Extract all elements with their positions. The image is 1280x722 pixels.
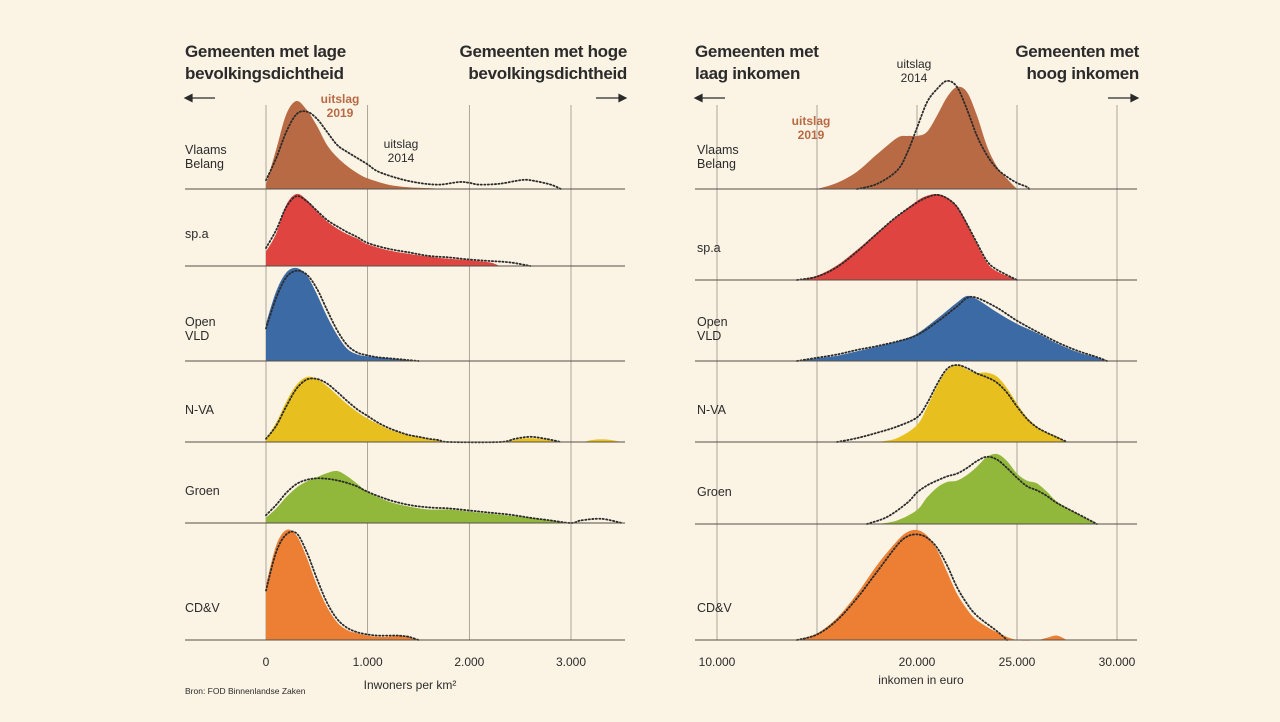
- line-2014: [836, 364, 1068, 443]
- party-label: VLD: [697, 329, 721, 343]
- gridlines: [265, 105, 572, 640]
- x-axis-label: Inwoners per km²: [364, 678, 457, 692]
- arrow-left-icon: [693, 93, 725, 103]
- party-label: Groen: [185, 484, 220, 498]
- annotation-2014-line1: uitslag: [897, 57, 932, 71]
- x-tick-label: 1.000: [353, 655, 383, 669]
- annotation-2019-line1: uitslag: [321, 92, 360, 106]
- party-label: CD&V: [697, 601, 732, 615]
- area-2019: [266, 100, 571, 190]
- annotation-2014-line1: uitslag: [384, 137, 419, 151]
- line-2014: [796, 295, 1108, 362]
- arrow-left-icon: [183, 93, 215, 103]
- line-2014: [856, 79, 1030, 190]
- series-sp-a: sp.a: [695, 193, 1137, 281]
- line-2014: [796, 533, 1008, 641]
- header-low-income-line2: laag inkomen: [695, 64, 800, 83]
- party-label: N-VA: [185, 403, 215, 417]
- party-label: Belang: [185, 157, 224, 171]
- annotation-2019-line2: 2019: [798, 128, 825, 142]
- x-tick-label: 10.000: [699, 655, 736, 669]
- series-groen: Groen: [695, 453, 1137, 525]
- party-label: Groen: [697, 485, 732, 499]
- annotation-2014-line2: 2014: [901, 71, 928, 85]
- annotation-2014-line2: 2014: [388, 151, 415, 165]
- arrow-right-icon: [596, 93, 628, 103]
- party-label: CD&V: [185, 601, 220, 615]
- x-tick-label: 0: [263, 655, 270, 669]
- party-label: N-VA: [697, 403, 727, 417]
- party-label: Vlaams: [185, 143, 227, 157]
- series-groen: Groen: [185, 470, 625, 524]
- area-2019: [797, 529, 1067, 641]
- series-cdenv: CD&V: [185, 529, 625, 641]
- x-tick-label: 25.000: [999, 655, 1036, 669]
- party-label: Open: [697, 315, 728, 329]
- gridlines: [716, 105, 1118, 640]
- header-high-income-line2: hoog inkomen: [1026, 64, 1139, 83]
- party-label: Vlaams: [697, 143, 739, 157]
- area-2019: [797, 193, 1017, 280]
- series-cdenv: CD&V: [695, 529, 1137, 641]
- annotation-2019-line1: uitslag: [792, 114, 831, 128]
- series-n-va: N-VA: [185, 376, 625, 444]
- area-2019: [797, 295, 1107, 361]
- header-high-income-line1: Gemeenten met: [1015, 42, 1139, 61]
- x-tick-label: 2.000: [454, 655, 484, 669]
- x-axis-label: inkomen in euro: [878, 673, 964, 687]
- header-low-income-line1: Gemeenten met: [695, 42, 819, 61]
- line-2014: [265, 530, 420, 641]
- line-2014: [265, 377, 562, 444]
- party-label: VLD: [185, 329, 209, 343]
- line-2014: [866, 455, 1098, 525]
- area-2019: [266, 470, 571, 523]
- party-label: sp.a: [697, 241, 721, 255]
- area-2019: [266, 529, 419, 640]
- party-label: Open: [185, 315, 216, 329]
- header-low-density-line1: Gemeenten met lage: [185, 42, 346, 61]
- header-low-density-line2: bevolkingsdichtheid: [185, 64, 344, 83]
- line-2014: [265, 477, 623, 524]
- line-2014: [265, 110, 562, 190]
- arrow-right-icon: [1108, 93, 1140, 103]
- header-high-density-line1: Gemeenten met hoge: [460, 42, 627, 61]
- party-label: sp.a: [185, 227, 209, 241]
- area-2019: [877, 364, 1067, 442]
- line-2014: [265, 195, 532, 267]
- x-tick-labels: 10.000 20.000 25.000 30.000: [699, 655, 1136, 669]
- x-tick-label: 30.000: [1099, 655, 1136, 669]
- line-2014: [796, 193, 1018, 281]
- x-tick-label: 3.000: [556, 655, 586, 669]
- area-2019: [877, 453, 1097, 524]
- annotation-2019-line2: 2019: [327, 106, 354, 120]
- series-sp-a: sp.a: [185, 193, 625, 267]
- series-n-va: N-VA: [695, 364, 1137, 443]
- line-2014: [265, 269, 420, 362]
- header-high-density-line2: bevolkingsdichtheid: [468, 64, 627, 83]
- area-2019: [817, 86, 1017, 189]
- area-2019: [266, 267, 419, 361]
- area-2019: [266, 193, 500, 266]
- party-label: Belang: [697, 157, 736, 171]
- source-note: Bron: FOD Binnenlandse Zaken: [185, 686, 306, 696]
- x-tick-labels: 0 1.000 2.000 3.000: [263, 655, 587, 669]
- x-tick-label: 20.000: [899, 655, 936, 669]
- area-2019: [266, 376, 622, 443]
